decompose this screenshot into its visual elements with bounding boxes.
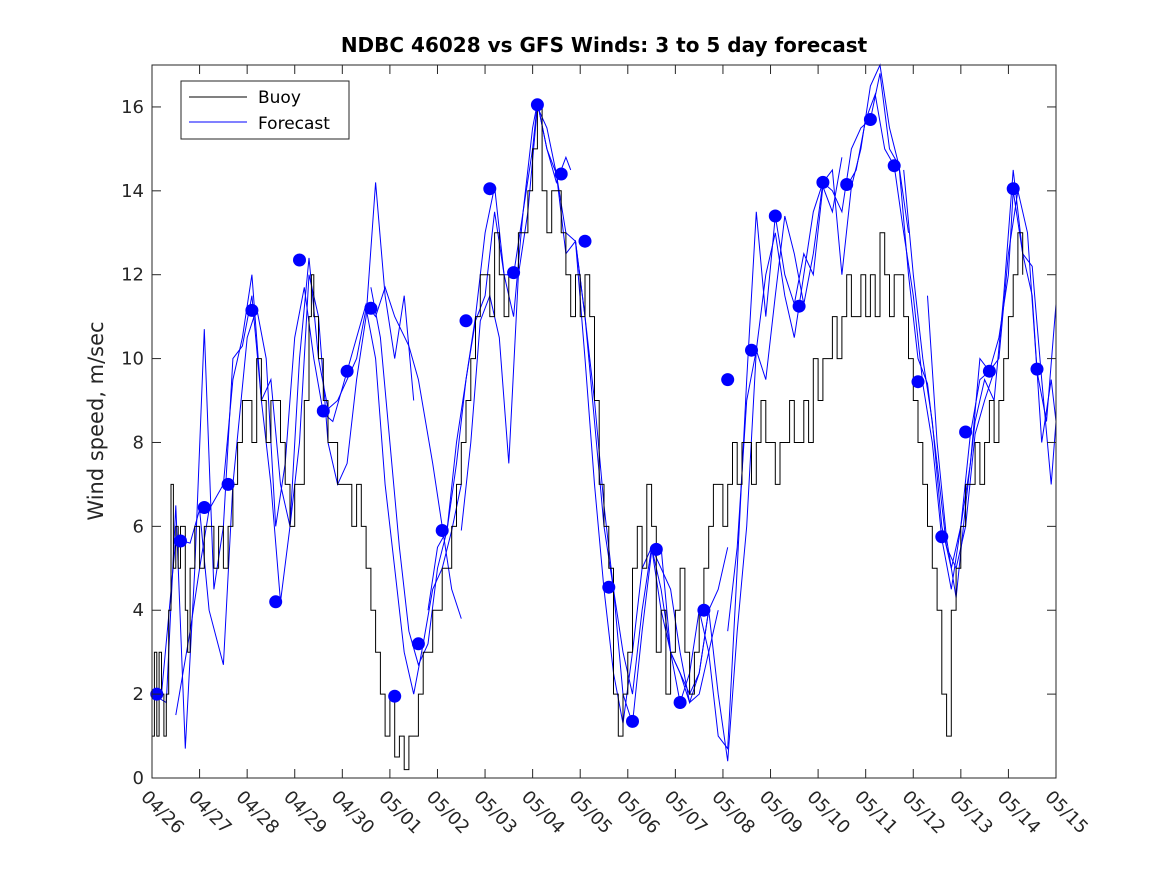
legend-box — [180, 80, 350, 140]
forecast-marker-16 — [507, 266, 521, 280]
y-tick-label: 10 — [121, 349, 144, 370]
y-tick-label: 2 — [133, 684, 144, 705]
y-tick-label: 4 — [133, 600, 144, 621]
forecast-marker-20 — [602, 580, 616, 594]
forecast-marker-36 — [982, 364, 996, 378]
y-tick-label: 0 — [133, 768, 144, 789]
forecast-line-11 — [903, 169, 1057, 569]
forecast-marker-28 — [792, 299, 806, 313]
legend-buoy-label: Buoy — [258, 88, 301, 108]
forecast-line-10 — [846, 92, 1057, 590]
forecast-markers — [150, 98, 1044, 728]
forecast-marker-21 — [626, 714, 639, 728]
plot-area — [152, 65, 1056, 778]
y-tick-label: 14 — [121, 181, 144, 202]
forecast-marker-18 — [554, 167, 568, 181]
y-tick-label: 16 — [121, 97, 144, 118]
forecast-marker-35 — [959, 425, 973, 439]
buoy-line — [152, 106, 1024, 771]
forecast-line-2 — [161, 285, 462, 695]
forecast-marker-23 — [673, 696, 687, 709]
y-tick-label: 6 — [133, 516, 144, 537]
forecast-marker-12 — [411, 637, 425, 651]
forecast-marker-32 — [887, 159, 901, 173]
forecast-marker-25 — [721, 373, 735, 387]
forecast-marker-31 — [863, 113, 877, 126]
forecast-marker-13 — [435, 524, 449, 537]
y-tick-label: 8 — [133, 432, 144, 453]
forecast-marker-19 — [578, 234, 592, 248]
forecast-line-7 — [575, 157, 843, 750]
forecast-marker-4 — [221, 477, 235, 491]
forecast-marker-7 — [293, 253, 306, 267]
forecast-line-9 — [727, 63, 995, 632]
forecast-marker-14 — [459, 314, 473, 328]
plot-frame — [151, 64, 1057, 779]
forecast-marker-22 — [649, 542, 663, 556]
forecast-marker-33 — [911, 375, 925, 389]
chart-title: NDBC 46028 vs GFS Winds: 3 to 5 day fore… — [341, 33, 868, 57]
y-tick-label: 12 — [121, 265, 144, 286]
forecast-marker-11 — [388, 689, 402, 703]
forecast-marker-38 — [1030, 362, 1044, 376]
forecast-marker-30 — [840, 178, 854, 191]
forecast-marker-15 — [483, 182, 497, 196]
forecast-marker-2 — [174, 534, 187, 548]
forecast-marker-8 — [316, 404, 330, 418]
buoy-line-group — [152, 106, 1024, 771]
forecast-marker-26 — [745, 343, 758, 357]
legend: Buoy Forecast — [180, 80, 350, 140]
forecast-marker-29 — [816, 175, 830, 189]
forecast-marker-34 — [935, 530, 949, 544]
forecast-line-1 — [151, 182, 415, 749]
forecast-marker-10 — [364, 301, 378, 315]
forecast-marker-5 — [245, 303, 259, 317]
forecast-marker-9 — [340, 364, 354, 378]
forecast-marker-27 — [768, 209, 782, 223]
y-axis: 0 2 4 6 8 10 12 14 16 — [121, 97, 1056, 789]
forecast-marker-3 — [197, 501, 211, 514]
y-axis-label: Wind speed, m/sec — [84, 321, 108, 520]
forecast-marker-17 — [530, 98, 544, 112]
forecast-marker-6 — [269, 595, 283, 609]
forecast-marker-37 — [1006, 182, 1020, 196]
legend-forecast-label: Forecast — [258, 114, 330, 134]
forecast-marker-24 — [697, 603, 711, 617]
